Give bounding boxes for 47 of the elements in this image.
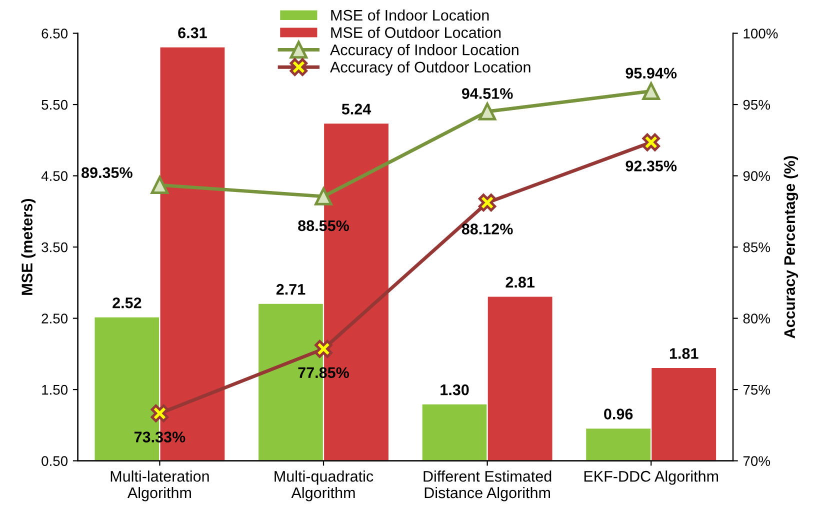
data-label: 0.96 (604, 408, 633, 420)
y2-tick-label: 70% (743, 456, 770, 466)
data-label: 89.35% (82, 167, 132, 178)
y2-axis-title: Accuracy Percentage (%) (784, 156, 798, 338)
y-axis-title: MSE (meters) (21, 198, 36, 295)
data-label: 1.81 (670, 348, 698, 359)
point (478, 102, 496, 120)
data-label: 94.51% (462, 88, 513, 99)
y2-tick-label: 85% (743, 242, 770, 252)
legend-label: MSE of Outdoor Location (331, 26, 501, 38)
y-tick-label: 6.50 (42, 28, 68, 38)
x-tick-label: Multi-lateration Algorithm (110, 470, 209, 502)
point (314, 188, 332, 206)
point (314, 340, 332, 358)
data-label: 2.52 (112, 297, 142, 308)
y-tick-label: 1.50 (42, 384, 68, 395)
data-label: 6.31 (178, 27, 207, 38)
point (478, 194, 496, 212)
legend-label: MSE of Indoor Location (331, 9, 489, 21)
legend-label: Accuracy of Indoor Location (330, 44, 518, 58)
x-tick-label: EKF-DDC Algorithm (584, 470, 718, 485)
data-label: 73.33% (134, 432, 186, 442)
data-label: 5.24 (342, 104, 372, 114)
point (150, 404, 169, 422)
point (150, 176, 169, 194)
y-tick-label: 4.50 (41, 171, 68, 181)
x-tick-label: Multi-quadratic Algorithm (274, 470, 374, 502)
y-tick-label: 2.50 (42, 314, 68, 324)
data-label: 2.71 (276, 284, 306, 295)
data-label: 77.85% (298, 367, 350, 378)
data-label: 2.81 (506, 276, 535, 288)
data-label: 95.94% (626, 68, 677, 79)
point (642, 82, 660, 100)
y2-tick-label: 80% (743, 314, 770, 324)
y2-tick-label: 75% (743, 384, 770, 395)
y2-tick-label: 95% (743, 100, 770, 110)
y2-tick-label: 100% (744, 28, 778, 38)
y-tick-label: 0.50 (42, 456, 68, 466)
legend-label: Accuracy of Outdoor Location (330, 61, 530, 76)
y-tick-label: 3.50 (42, 242, 68, 252)
data-label: 92.35% (626, 160, 677, 172)
point (642, 133, 660, 152)
x-tick-label: Different Estimated Distance Algorithm (424, 470, 552, 502)
data-label: 1.30 (440, 384, 469, 396)
y-tick-label: 5.50 (42, 100, 68, 110)
y2-tick-label: 90% (743, 171, 770, 181)
data-label: 88.12% (462, 224, 513, 234)
